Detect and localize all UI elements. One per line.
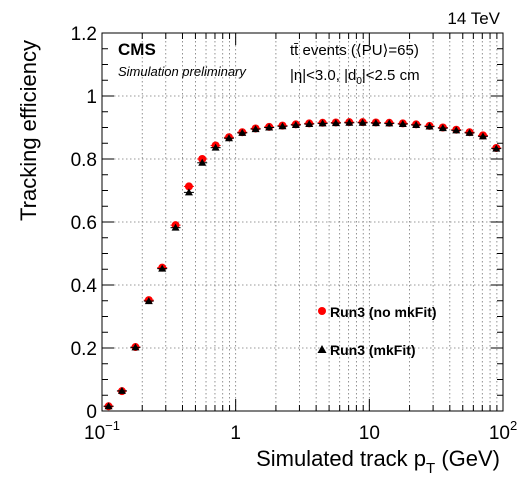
- point-mkfit: [358, 118, 367, 126]
- point-mkfit: [291, 120, 300, 128]
- grid: [102, 33, 503, 411]
- legend-marker-mkfit: [317, 345, 327, 353]
- point-mkfit: [385, 119, 394, 127]
- x-axis-title-text: Simulated track p: [256, 446, 426, 471]
- legend-marker-no-mkfit: [318, 307, 326, 315]
- x-tick-labels: 10−1 1 10 102: [84, 418, 517, 444]
- point-mkfit: [171, 223, 180, 231]
- point-mkfit: [345, 118, 354, 126]
- point-mkfit: [452, 126, 461, 134]
- x-tick-label: 1: [230, 423, 241, 444]
- point-no-mkfit: [184, 182, 193, 191]
- point-mkfit: [144, 297, 153, 305]
- y-tick-labels: 0 0.2 0.4 0.6 0.8 1 1.2: [71, 24, 98, 423]
- x-tick-base: 10: [84, 423, 105, 444]
- legend-label-no-mkfit: Run3 (no mkFit): [330, 304, 437, 320]
- x-tick-label: 10−1: [84, 418, 120, 444]
- point-mkfit: [412, 120, 421, 128]
- data-points: [103, 118, 502, 411]
- y-tick-label: 1: [86, 87, 97, 108]
- point-mkfit: [184, 188, 193, 196]
- x-axis-title: Simulated track pT (GeV): [256, 446, 500, 477]
- y-axis-title: Tracking efficiency: [16, 40, 41, 221]
- point-mkfit: [224, 134, 233, 142]
- point-mkfit: [117, 386, 126, 394]
- x-tick-exponent: −1: [105, 418, 120, 433]
- point-mkfit: [465, 128, 474, 136]
- selection-text: |η|<3.0, |d: [290, 67, 356, 84]
- point-mkfit: [318, 119, 327, 127]
- point-mkfit: [492, 144, 501, 152]
- x-tick-exponent: 2: [510, 418, 517, 433]
- point-mkfit: [278, 122, 287, 130]
- point-mkfit: [251, 125, 260, 133]
- point-mkfit: [211, 143, 220, 151]
- selection-end: |<2.5 cm: [362, 67, 420, 84]
- point-mkfit: [398, 120, 407, 128]
- point-mkfit: [265, 123, 274, 131]
- y-tick-label: 0.2: [71, 339, 97, 360]
- point-mkfit: [238, 128, 247, 136]
- selection-sub: 0: [356, 76, 362, 87]
- x-tick-base: 10: [489, 423, 510, 444]
- x-tick-base: 1: [230, 423, 241, 444]
- y-tick-label: 1.2: [71, 24, 97, 45]
- y-tick-label: 0.6: [71, 213, 97, 234]
- point-mkfit: [131, 343, 140, 351]
- point-mkfit: [305, 120, 314, 128]
- point-mkfit: [104, 402, 113, 410]
- legend: Run3 (no mkFit) Run3 (mkFit): [317, 304, 437, 358]
- x-tick-label: 10: [359, 423, 380, 444]
- selection-label: |η|<3.0, |d0|<2.5 cm: [290, 67, 420, 87]
- point-mkfit: [158, 264, 167, 272]
- sample-label: tt̄ events (⟨PU⟩=65): [290, 42, 419, 59]
- experiment-label: CMS: [118, 40, 156, 59]
- legend-label-mkfit: Run3 (mkFit): [330, 342, 416, 358]
- point-mkfit: [478, 132, 487, 140]
- point-mkfit: [331, 119, 340, 127]
- x-axis-title-unit: (GeV): [435, 446, 500, 471]
- x-tick-label: 102: [489, 418, 517, 444]
- energy-label: 14 TeV: [447, 9, 500, 28]
- x-tick-base: 10: [359, 423, 380, 444]
- axis-ticks: [101, 32, 503, 412]
- y-tick-label: 0.8: [71, 150, 97, 171]
- y-tick-label: 0: [86, 402, 97, 423]
- point-mkfit: [438, 124, 447, 132]
- y-tick-label: 0.4: [71, 276, 98, 297]
- point-mkfit: [425, 122, 434, 130]
- point-mkfit: [371, 119, 380, 127]
- x-axis-title-sub: T: [426, 460, 435, 477]
- status-label: Simulation preliminary: [118, 64, 247, 79]
- point-mkfit: [198, 158, 207, 166]
